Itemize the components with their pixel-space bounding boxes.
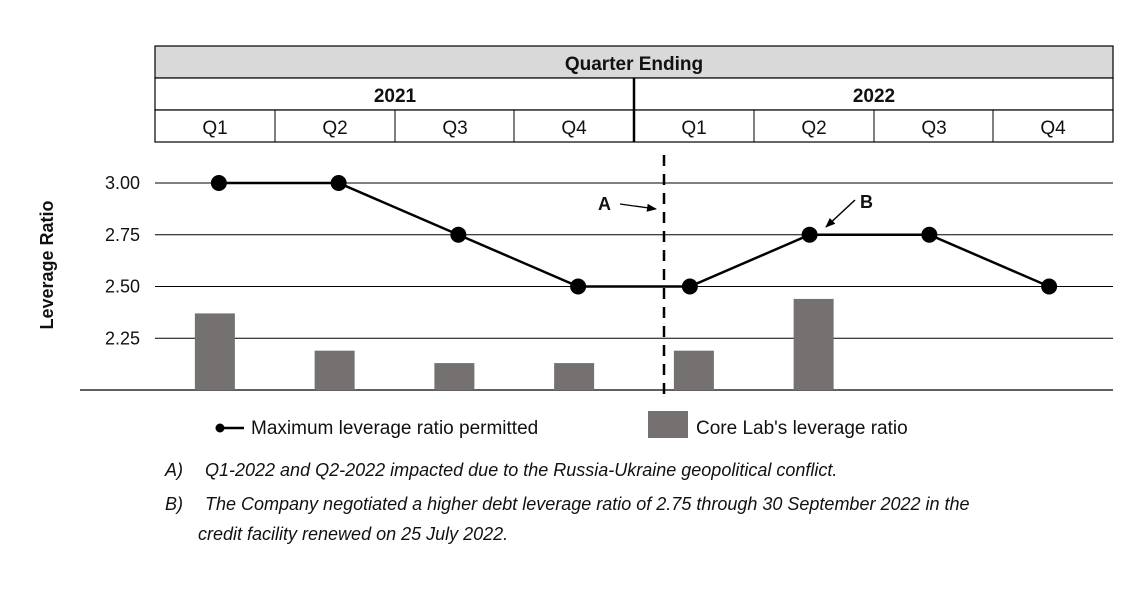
quarter-label-2022-q1: Q1	[681, 118, 706, 139]
bar-Q2-2021	[314, 350, 355, 390]
bar-Q1-2022	[673, 350, 714, 390]
point-Q2-2021	[330, 175, 347, 191]
point-Q3-2022	[921, 226, 938, 243]
annotation-a: A	[598, 194, 657, 214]
quarter-label-2021-q1: Q1	[202, 118, 227, 139]
footnote-b: B) The Company negotiated a higher debt …	[165, 490, 1125, 550]
point-Q4-2021	[570, 278, 587, 295]
max-leverage-line	[218, 181, 1050, 288]
annotation-a-label: A	[598, 194, 611, 214]
quarter-label-2022-q4: Q4	[1040, 118, 1066, 139]
max-leverage-points	[210, 175, 1058, 295]
quarter-header: Quarter Ending 2021 2022 Q1 Q2 Q3 Q4 Q1 …	[154, 45, 1114, 143]
footnote-a-letter: A)	[165, 460, 183, 480]
header-title-cell	[154, 45, 1114, 79]
quarter-label-2022-q2: Q2	[801, 118, 826, 139]
header-title: Quarter Ending	[565, 54, 703, 75]
year-label-2022: 2022	[853, 86, 895, 107]
footnote-b-text-line1: The Company negotiated a higher debt lev…	[205, 494, 970, 514]
bar-Q4-2021	[554, 363, 595, 390]
point-Q3-2021	[450, 226, 467, 243]
bar-Q1-2021	[194, 313, 235, 390]
bar-Q3-2021	[434, 363, 475, 390]
annotation-b-arrow	[825, 199, 856, 228]
y-tick-2.75: 2.75	[105, 225, 140, 245]
footnote-b-letter: B)	[165, 494, 183, 514]
bar-Q2-2022	[793, 298, 834, 390]
quarter-label-2021-q4: Q4	[561, 118, 587, 139]
annotation-b: B	[825, 192, 873, 228]
quarter-label-2021-q3: Q3	[442, 118, 467, 139]
legend-bar-marker	[648, 411, 688, 438]
legend-item-core-lab: Core Lab's leverage ratio	[648, 411, 908, 439]
point-Q1-2022	[681, 278, 698, 295]
max-leverage-polyline	[218, 181, 1050, 288]
footnote-b-text-line2: credit facility renewed on 25 July 2022.	[198, 524, 509, 544]
year-label-2021: 2021	[374, 86, 417, 107]
legend: Maximum leverage ratio permitted Core La…	[215, 411, 908, 439]
annotation-b-label: B	[860, 192, 873, 212]
footnote-a-text: Q1-2022 and Q2-2022 impacted due to the …	[205, 460, 838, 480]
y-tick-2.50: 2.50	[105, 277, 140, 297]
y-tick-2.25: 2.25	[105, 328, 140, 348]
annotation-a-arrow	[619, 203, 657, 212]
legend-label-max-leverage: Maximum leverage ratio permitted	[251, 418, 538, 439]
quarter-label-2022-q3: Q3	[921, 118, 946, 139]
legend-item-max-leverage: Maximum leverage ratio permitted	[215, 418, 538, 439]
y-axis-label: Leverage Ratio	[37, 200, 57, 329]
point-Q1-2021	[210, 175, 227, 191]
legend-dot-marker	[215, 423, 225, 433]
legend-label-core-lab: Core Lab's leverage ratio	[696, 418, 908, 439]
y-tick-3.00: 3.00	[105, 173, 140, 193]
point-Q2-2022	[801, 226, 818, 243]
footnote-a: A) Q1-2022 and Q2-2022 impacted due to t…	[165, 456, 1125, 484]
core-lab-bars	[194, 298, 834, 390]
quarter-label-2021-q2: Q2	[322, 118, 347, 139]
y-tick-labels: 3.00 2.75 2.50 2.25	[105, 173, 140, 348]
point-Q4-2022	[1041, 278, 1058, 295]
